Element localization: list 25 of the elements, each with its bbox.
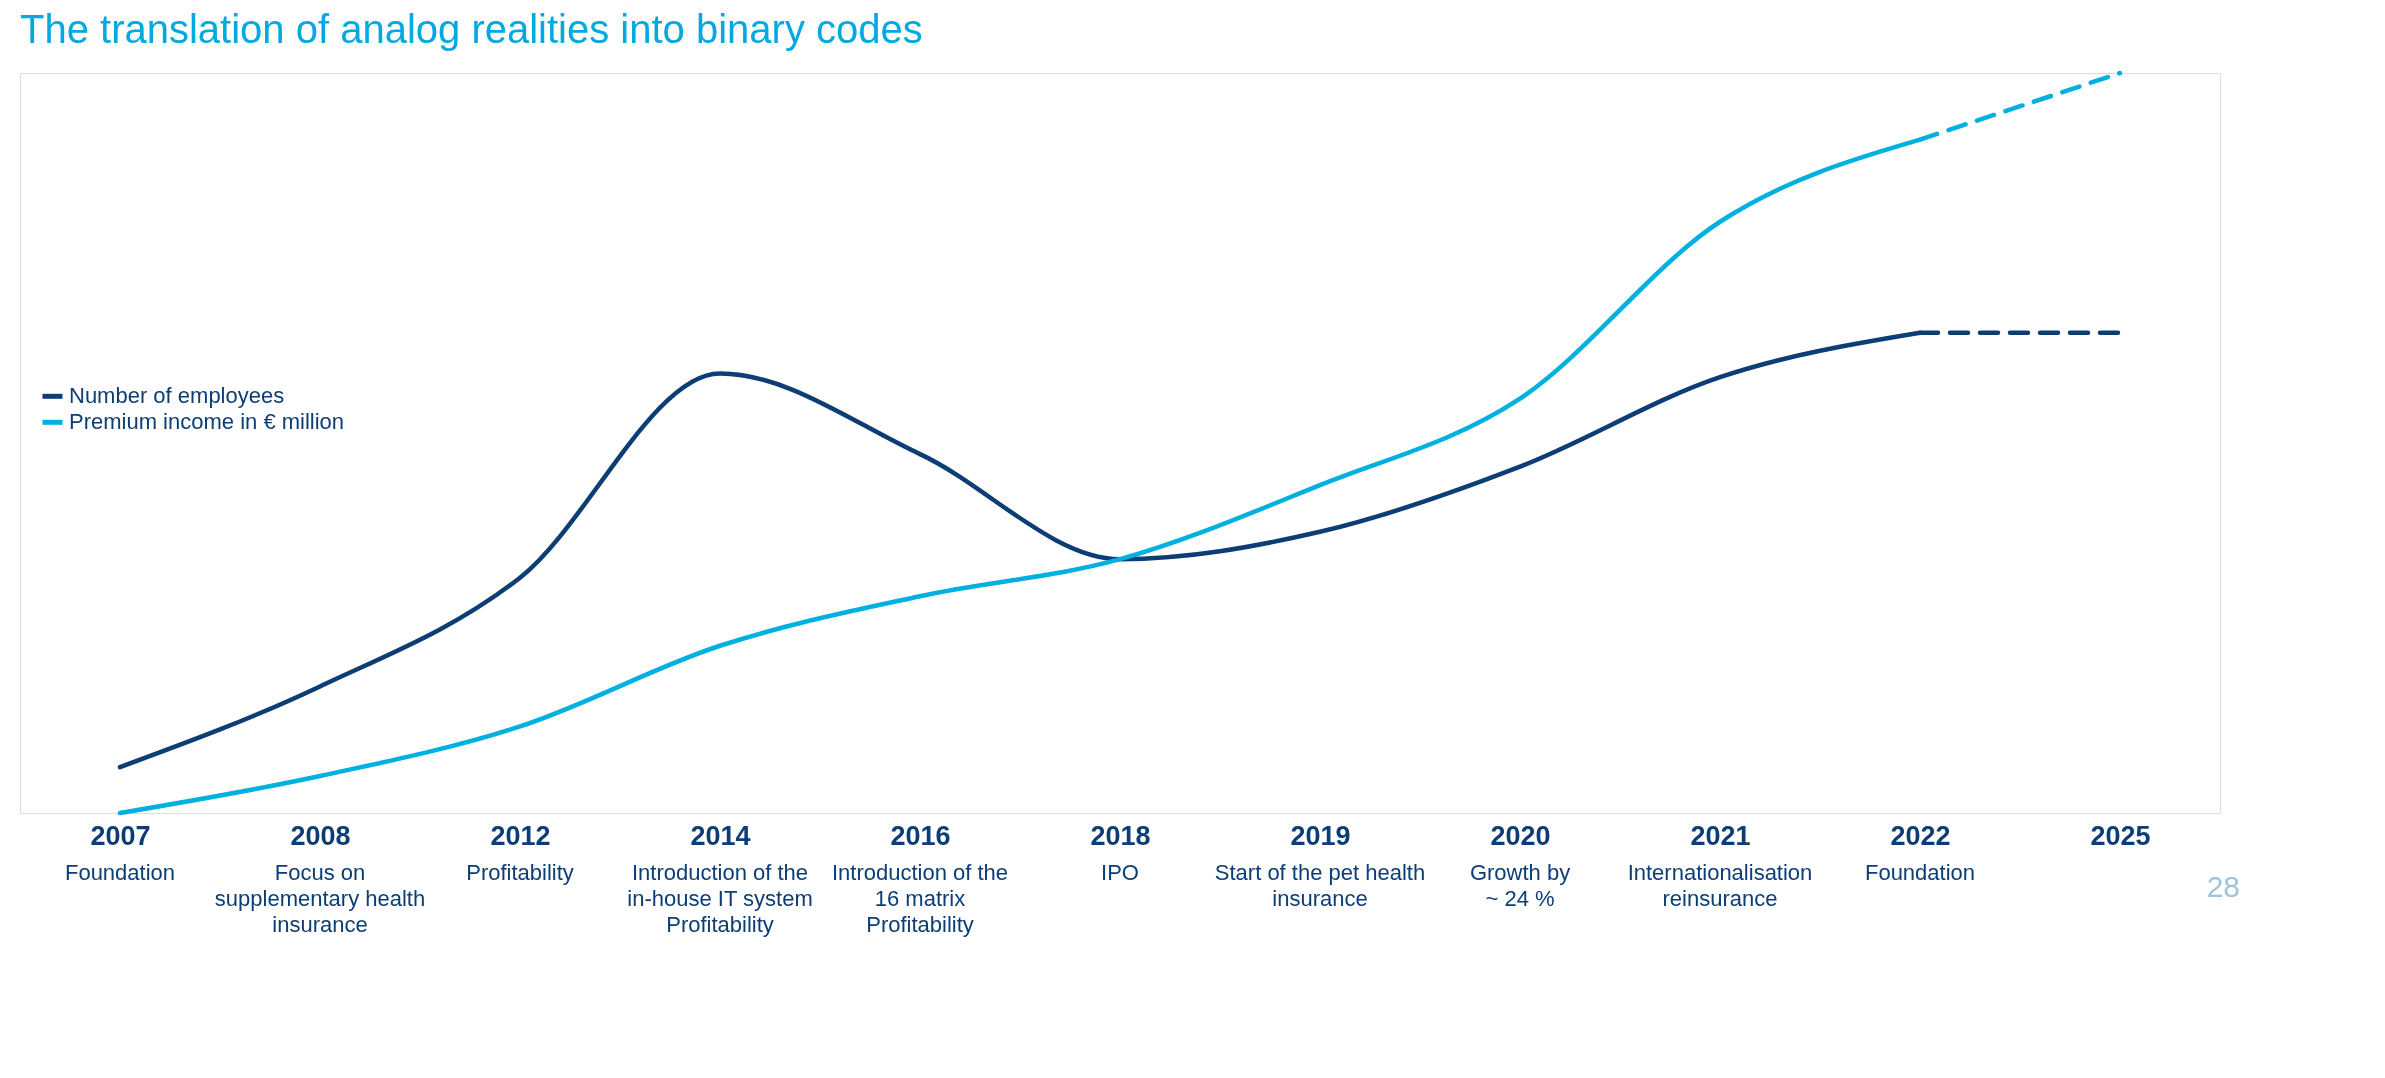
- x-tick-label: 2016: [890, 820, 951, 851]
- x-tick-label: 2008: [290, 820, 351, 851]
- x-tick-label: 2025: [2090, 820, 2151, 851]
- text: 28: [2206, 870, 2240, 903]
- legend-label: Number of employees: [69, 383, 285, 409]
- x-tick-label: 2018: [1090, 820, 1151, 851]
- text: Profitability: [466, 860, 574, 885]
- x-tick-label: 2007: [90, 820, 151, 851]
- x-tick-label: 2021: [1690, 820, 1751, 851]
- x-tick-label: 2019: [1290, 820, 1351, 851]
- text: Internationalisation reinsurance: [1627, 860, 1813, 911]
- text: Start of the pet health insurance: [1214, 860, 1426, 911]
- text: Introduction of the in-house IT system Profitability: [627, 860, 813, 937]
- text: Growth by ~ 24 %: [1469, 860, 1571, 911]
- x-tick-label: 2014: [690, 820, 751, 851]
- legend-label: Premium income in € million: [69, 409, 345, 435]
- text: Focus on supplementary health insurance: [214, 860, 426, 937]
- x-tick-label: 2020: [1490, 820, 1551, 851]
- text: IPO: [1101, 860, 1139, 885]
- text: Foundation: [1864, 860, 1976, 885]
- text: Introduction of the 16 matrix Profitability: [831, 860, 1009, 937]
- x-tick-label: 2012: [490, 820, 551, 851]
- text: Foundation: [64, 860, 176, 885]
- chart-title: The translation of analog realities into binary codes: [20, 6, 923, 51]
- x-tick-label: 2022: [1890, 820, 1951, 851]
